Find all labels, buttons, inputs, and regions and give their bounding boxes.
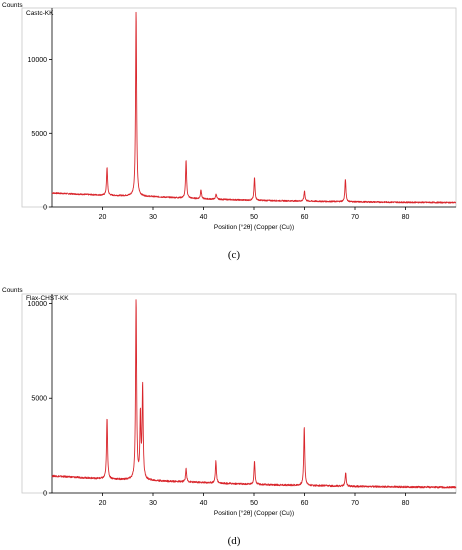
y-tick-label: 5000 — [31, 131, 47, 138]
y-ticks: 0 5000 10000 — [28, 57, 52, 212]
x-tick-label: 60 — [301, 500, 309, 507]
x-tick-label: 80 — [402, 214, 410, 221]
x-tick-label: 20 — [99, 500, 107, 507]
y-axis-label: Counts — [2, 2, 23, 9]
legend-label: Flax-CHST-KK — [26, 295, 69, 302]
y-ticks: 0 5000 10000 — [28, 301, 52, 498]
y-tick-label: 0 — [43, 491, 47, 498]
plot-frame — [21, 7, 457, 208]
x-tick-label: 40 — [200, 500, 208, 507]
panel-label-d: (d) — [228, 535, 241, 547]
series-line — [51, 11, 457, 204]
y-tick-label: 10000 — [28, 301, 48, 308]
y-axis-label: Counts — [2, 287, 23, 294]
panel-label-c: (c) — [228, 249, 241, 261]
x-tick-label: 30 — [149, 500, 157, 507]
x-tick-label: 70 — [351, 500, 359, 507]
chart-panel-d: Counts Flax-CHST-KK 0 5000 10000 20 30 40 50 6… — [2, 287, 457, 547]
y-tick-label: 0 — [43, 205, 47, 212]
series-line — [51, 299, 457, 489]
plot-frame — [21, 293, 457, 494]
x-ticks: 20 30 40 50 60 70 80 — [99, 207, 410, 221]
y-tick-label: 5000 — [31, 396, 47, 403]
y-tick-label: 10000 — [28, 57, 48, 64]
x-axis-label: Position [°2θ] (Copper (Cu)) — [214, 223, 294, 231]
x-axis-label: Position [°2θ] (Copper (Cu)) — [214, 509, 294, 517]
x-tick-label: 60 — [301, 214, 309, 221]
x-tick-label: 70 — [351, 214, 359, 221]
legend-label: Castc-KK — [26, 10, 54, 17]
x-tick-label: 20 — [99, 214, 107, 221]
x-tick-label: 80 — [402, 500, 410, 507]
x-tick-label: 50 — [250, 214, 258, 221]
x-tick-label: 40 — [200, 214, 208, 221]
x-tick-label: 30 — [149, 214, 157, 221]
chart-panel-c: Counts Castc-KK 0 5000 10000 20 30 40 50 60 70 8… — [2, 2, 457, 261]
x-ticks: 20 30 40 50 60 70 80 — [99, 493, 410, 507]
x-tick-label: 50 — [250, 500, 258, 507]
